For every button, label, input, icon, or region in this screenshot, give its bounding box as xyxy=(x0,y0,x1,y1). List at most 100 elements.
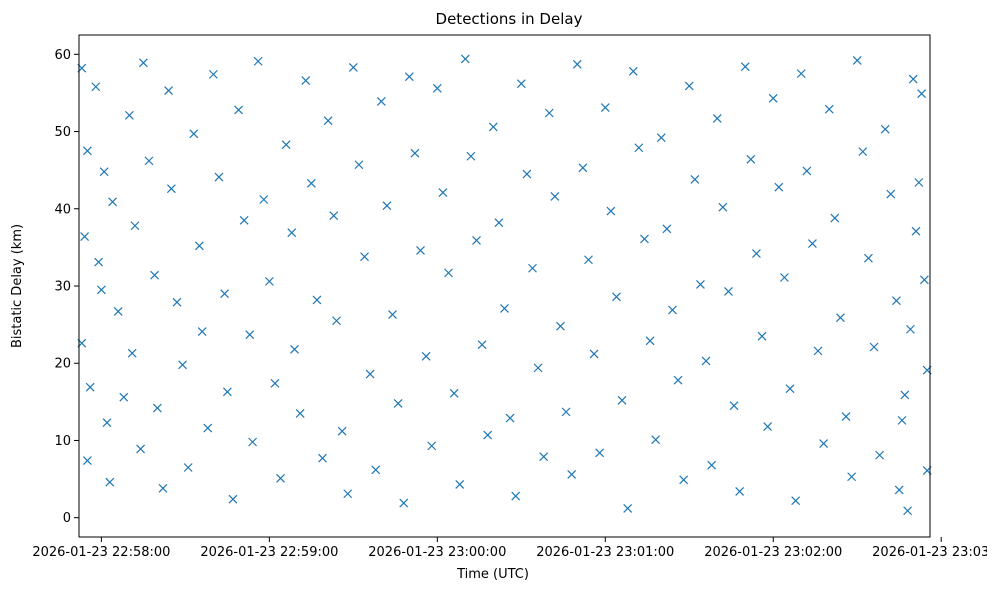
data-point xyxy=(701,356,711,366)
data-point xyxy=(234,105,243,115)
data-point xyxy=(276,473,285,483)
data-point xyxy=(584,255,593,265)
data-point xyxy=(239,215,249,225)
data-point xyxy=(796,69,806,79)
data-point xyxy=(130,221,140,231)
data-point xyxy=(690,174,700,184)
data-point xyxy=(158,483,168,493)
data-point xyxy=(194,241,204,251)
data-point xyxy=(903,506,913,516)
y-axis: 0 10 20 30 40 50 60 xyxy=(54,48,79,526)
data-point xyxy=(172,297,182,307)
data-point xyxy=(886,189,896,199)
data-points xyxy=(77,54,932,516)
data-point xyxy=(802,166,812,176)
data-point xyxy=(108,197,118,207)
data-point xyxy=(449,388,459,398)
data-point xyxy=(281,140,291,150)
data-point xyxy=(668,305,677,315)
data-point xyxy=(808,239,817,248)
data-point xyxy=(917,89,927,99)
data-point xyxy=(606,206,616,216)
data-point xyxy=(791,496,801,506)
data-point xyxy=(696,280,705,289)
data-point xyxy=(640,234,649,244)
data-point xyxy=(505,413,515,423)
data-point xyxy=(264,276,274,286)
data-point xyxy=(656,133,666,143)
data-point xyxy=(600,103,610,113)
data-point xyxy=(561,407,571,417)
data-point xyxy=(735,487,745,496)
y-tick-label: 40 xyxy=(54,202,71,217)
data-point xyxy=(528,263,537,273)
x-axis: 2026-01-23 22:58:00 2026-01-23 22:59:00 20… xyxy=(32,537,987,560)
data-point xyxy=(220,289,229,299)
data-point xyxy=(905,324,915,334)
data-point xyxy=(707,460,717,470)
data-point xyxy=(306,178,316,188)
data-point xyxy=(253,56,263,66)
data-point xyxy=(455,480,465,489)
data-point xyxy=(875,450,885,460)
data-point xyxy=(410,148,420,158)
chart-title: Detections in Delay xyxy=(436,10,583,28)
data-point xyxy=(679,475,689,485)
data-point xyxy=(399,498,409,508)
data-point xyxy=(365,369,375,379)
data-point xyxy=(494,218,504,228)
data-point xyxy=(127,348,137,358)
data-point xyxy=(178,360,188,370)
data-point xyxy=(511,491,521,501)
data-point xyxy=(830,213,840,223)
x-tick-label: 2026-01-23 23:00:00 xyxy=(368,545,506,560)
plot-area xyxy=(77,34,932,538)
data-point xyxy=(724,286,733,296)
x-tick-label: 2026-01-23 22:58:00 xyxy=(32,545,170,560)
y-tick-label: 0 xyxy=(63,511,71,526)
data-point xyxy=(914,178,924,187)
data-point xyxy=(203,423,213,433)
data-point xyxy=(183,463,193,472)
data-point xyxy=(214,172,224,182)
data-point xyxy=(136,444,146,454)
data-point xyxy=(617,395,627,405)
data-point xyxy=(589,349,599,359)
data-point xyxy=(376,96,386,106)
data-point xyxy=(908,74,918,84)
data-point xyxy=(477,340,487,350)
data-point xyxy=(533,363,543,373)
data-point xyxy=(835,313,845,323)
data-point xyxy=(197,327,207,336)
data-point xyxy=(343,489,353,499)
y-tick-label: 60 xyxy=(54,48,71,63)
data-point xyxy=(819,439,829,448)
data-point xyxy=(516,79,526,89)
data-point xyxy=(752,249,761,258)
data-point xyxy=(354,160,364,170)
y-tick-label: 50 xyxy=(54,125,71,140)
y-axis-label: Bistatic Delay (km) xyxy=(10,224,25,348)
data-point xyxy=(119,392,129,402)
data-point xyxy=(662,224,672,234)
data-point xyxy=(438,188,448,197)
data-point xyxy=(572,59,582,69)
data-point xyxy=(595,448,605,458)
data-point xyxy=(245,330,255,340)
data-point xyxy=(919,275,929,285)
x-tick-label: 2026-01-23 22:59:00 xyxy=(200,545,338,560)
data-point xyxy=(522,169,532,179)
data-point xyxy=(102,418,112,428)
x-tick-label: 2026-01-23 23:03:00 xyxy=(872,545,987,560)
data-point xyxy=(740,62,750,72)
data-point xyxy=(295,409,305,418)
data-point xyxy=(248,437,257,447)
data-point xyxy=(712,113,722,123)
data-point xyxy=(80,232,90,241)
data-point xyxy=(332,316,341,326)
data-point xyxy=(96,285,106,295)
data-point xyxy=(290,344,299,354)
data-point xyxy=(138,58,148,68)
data-point xyxy=(612,292,621,302)
x-axis-label: Time (UTC) xyxy=(456,567,529,582)
